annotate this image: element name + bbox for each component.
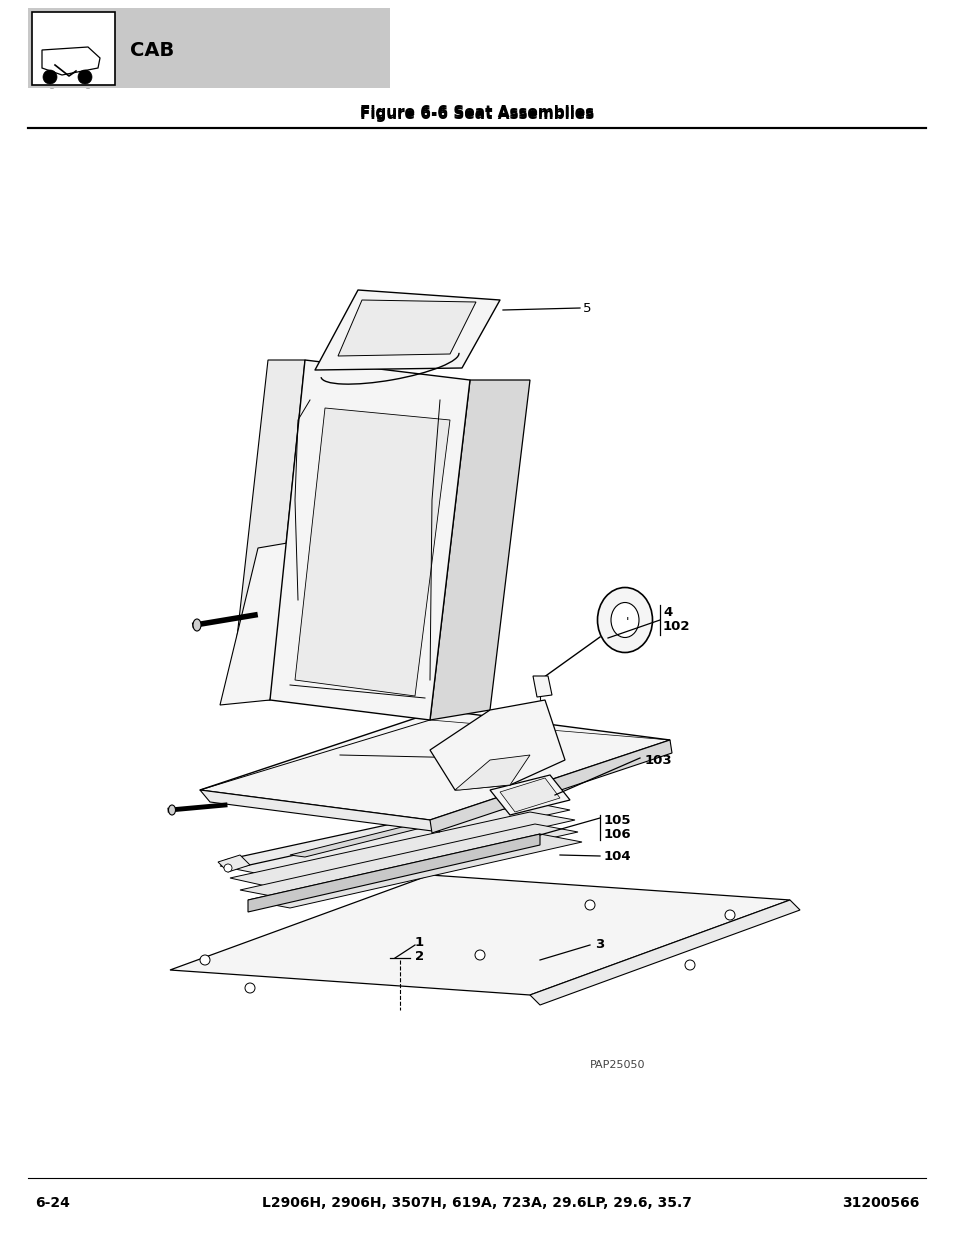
Polygon shape [220,540,305,705]
Text: 105: 105 [603,814,631,826]
Text: 1: 1 [415,935,424,948]
Text: 4: 4 [662,605,672,619]
Polygon shape [230,811,575,888]
Polygon shape [42,47,100,75]
Polygon shape [499,778,559,811]
Polygon shape [32,12,115,85]
Text: 103: 103 [644,753,672,767]
Polygon shape [270,359,470,720]
Polygon shape [533,676,552,697]
Text: Figure 6-6 Seat Assemblies: Figure 6-6 Seat Assemblies [359,107,594,122]
Circle shape [78,70,91,84]
Polygon shape [240,824,578,898]
Circle shape [224,864,232,872]
Polygon shape [230,359,305,700]
Circle shape [80,72,96,88]
Polygon shape [200,790,439,832]
Ellipse shape [597,588,652,652]
Text: 5: 5 [582,301,591,315]
Text: PAP25050: PAP25050 [589,1060,645,1070]
Text: 31200566: 31200566 [841,1195,919,1210]
Polygon shape [32,12,115,85]
Circle shape [43,70,57,84]
Text: CAB: CAB [130,41,174,59]
Text: 6-24: 6-24 [35,1195,70,1210]
Polygon shape [294,408,450,697]
Ellipse shape [169,805,175,815]
Polygon shape [45,49,103,78]
Polygon shape [455,755,530,790]
Polygon shape [28,7,390,88]
Circle shape [475,950,484,960]
Polygon shape [430,380,530,720]
Polygon shape [530,900,800,1005]
Text: 2: 2 [415,951,424,963]
Circle shape [200,955,210,965]
Polygon shape [248,834,539,911]
Polygon shape [200,710,669,820]
Polygon shape [170,876,789,995]
Polygon shape [490,776,569,815]
Text: 3: 3 [595,939,603,951]
Polygon shape [220,800,569,876]
Circle shape [724,910,734,920]
Text: 102: 102 [662,620,690,632]
Circle shape [584,900,595,910]
Polygon shape [218,855,250,872]
Polygon shape [430,740,671,832]
Text: 104: 104 [603,850,631,862]
Polygon shape [248,834,581,908]
Text: Figure 6-6 Seat Assemblies: Figure 6-6 Seat Assemblies [359,105,594,121]
Text: 106: 106 [603,827,631,841]
Text: CAB: CAB [130,41,174,59]
Text: ': ' [625,615,629,629]
Circle shape [245,983,254,993]
Circle shape [44,72,60,88]
Polygon shape [430,700,564,790]
Ellipse shape [610,603,639,637]
Ellipse shape [193,619,201,631]
Text: L2906H, 2906H, 3507H, 619A, 723A, 29.6LP, 29.6, 35.7: L2906H, 2906H, 3507H, 619A, 723A, 29.6LP… [262,1195,691,1210]
Polygon shape [225,795,544,866]
Polygon shape [314,290,499,370]
Polygon shape [290,820,444,857]
Polygon shape [337,300,476,356]
Circle shape [684,960,695,969]
Polygon shape [28,7,390,88]
